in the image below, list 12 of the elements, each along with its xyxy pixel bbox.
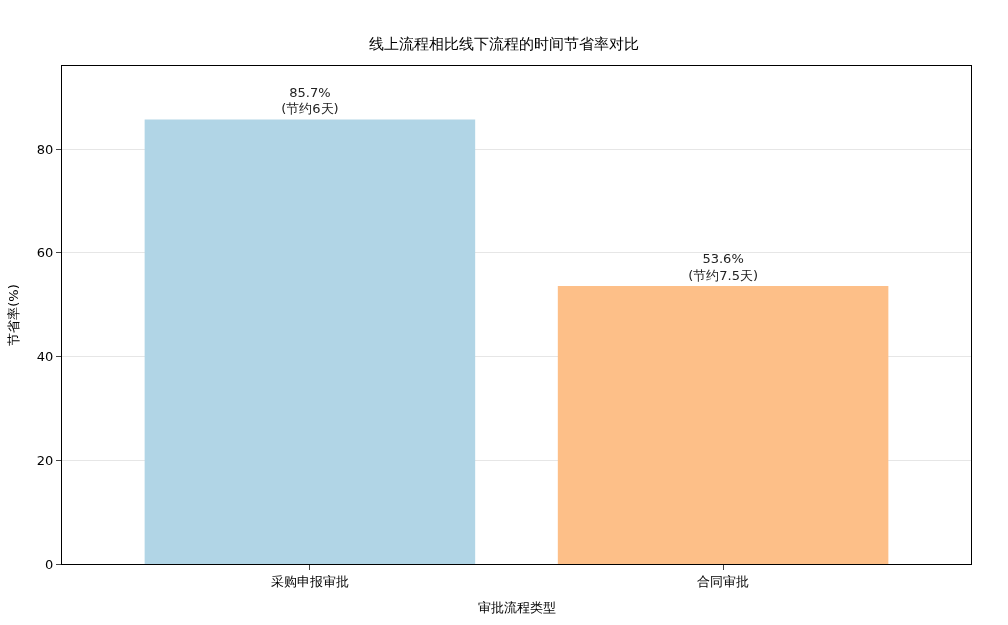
x-axis-title: 审批流程类型 (477, 600, 556, 616)
y-axis-title: 节省率(%) (5, 284, 21, 346)
x-tick-label: 合同审批 (697, 573, 750, 589)
data-label: 53.6% (节约7.5天) (688, 251, 758, 283)
y-tick-label: 80 (36, 141, 54, 157)
y-tick-label: 20 (36, 452, 54, 468)
y-tick-label: 60 (36, 245, 54, 261)
y-tick-label: 40 (36, 349, 54, 365)
data-label: 85.7% (节约6天) (281, 84, 339, 117)
chart-title: 线上流程相比线下流程的时间节省率对比 (369, 35, 639, 53)
y-tick-label: 0 (45, 556, 54, 572)
x-tick-label: 采购申报审批 (270, 573, 349, 589)
